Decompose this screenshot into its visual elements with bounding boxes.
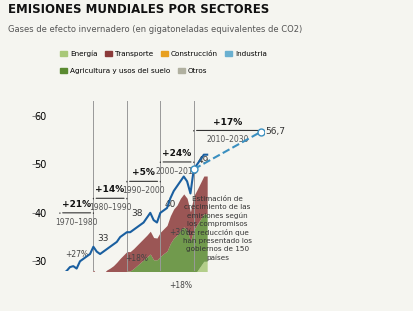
Text: 1990–2000: 1990–2000 — [122, 186, 164, 195]
Text: —: — — [31, 159, 41, 169]
Text: 1970–1980: 1970–1980 — [55, 218, 97, 227]
Text: 40: 40 — [164, 200, 176, 209]
Text: —: — — [31, 208, 41, 218]
Text: Gases de efecto invernadero (en gigatoneladas equivalentes de CO2): Gases de efecto invernadero (en gigatone… — [8, 25, 302, 34]
Text: +21%: +21% — [62, 200, 91, 209]
Text: 33: 33 — [97, 234, 109, 243]
Legend: Agricultura y usos del suelo, Otros: Agricultura y usos del suelo, Otros — [60, 68, 207, 74]
Text: +5%: +5% — [132, 169, 154, 178]
Text: +24%: +24% — [162, 149, 191, 158]
Text: 2000–2010: 2000–2010 — [155, 167, 198, 176]
Text: +27%: +27% — [65, 249, 88, 258]
Text: 49: 49 — [197, 156, 209, 165]
Text: 38: 38 — [131, 209, 142, 218]
Text: +18%: +18% — [169, 281, 192, 290]
Text: Estimación de
crecimiento de las
emisiones según
los compromisos
de reducción qu: Estimación de crecimiento de las emision… — [183, 196, 251, 261]
Text: EMISIONES MUNDIALES POR SECTORES: EMISIONES MUNDIALES POR SECTORES — [8, 3, 269, 16]
Text: 2010–2030: 2010–2030 — [206, 135, 248, 144]
Text: 27: 27 — [0, 310, 1, 311]
Text: —: — — [31, 256, 41, 266]
Text: —: — — [31, 111, 41, 121]
Text: +36%: +36% — [169, 228, 192, 237]
Text: +14%: +14% — [95, 185, 124, 194]
Text: +18%: +18% — [125, 254, 148, 263]
Text: +17%: +17% — [212, 118, 241, 127]
Text: 56,7: 56,7 — [264, 128, 284, 137]
Text: 1980–1990: 1980–1990 — [89, 203, 131, 212]
